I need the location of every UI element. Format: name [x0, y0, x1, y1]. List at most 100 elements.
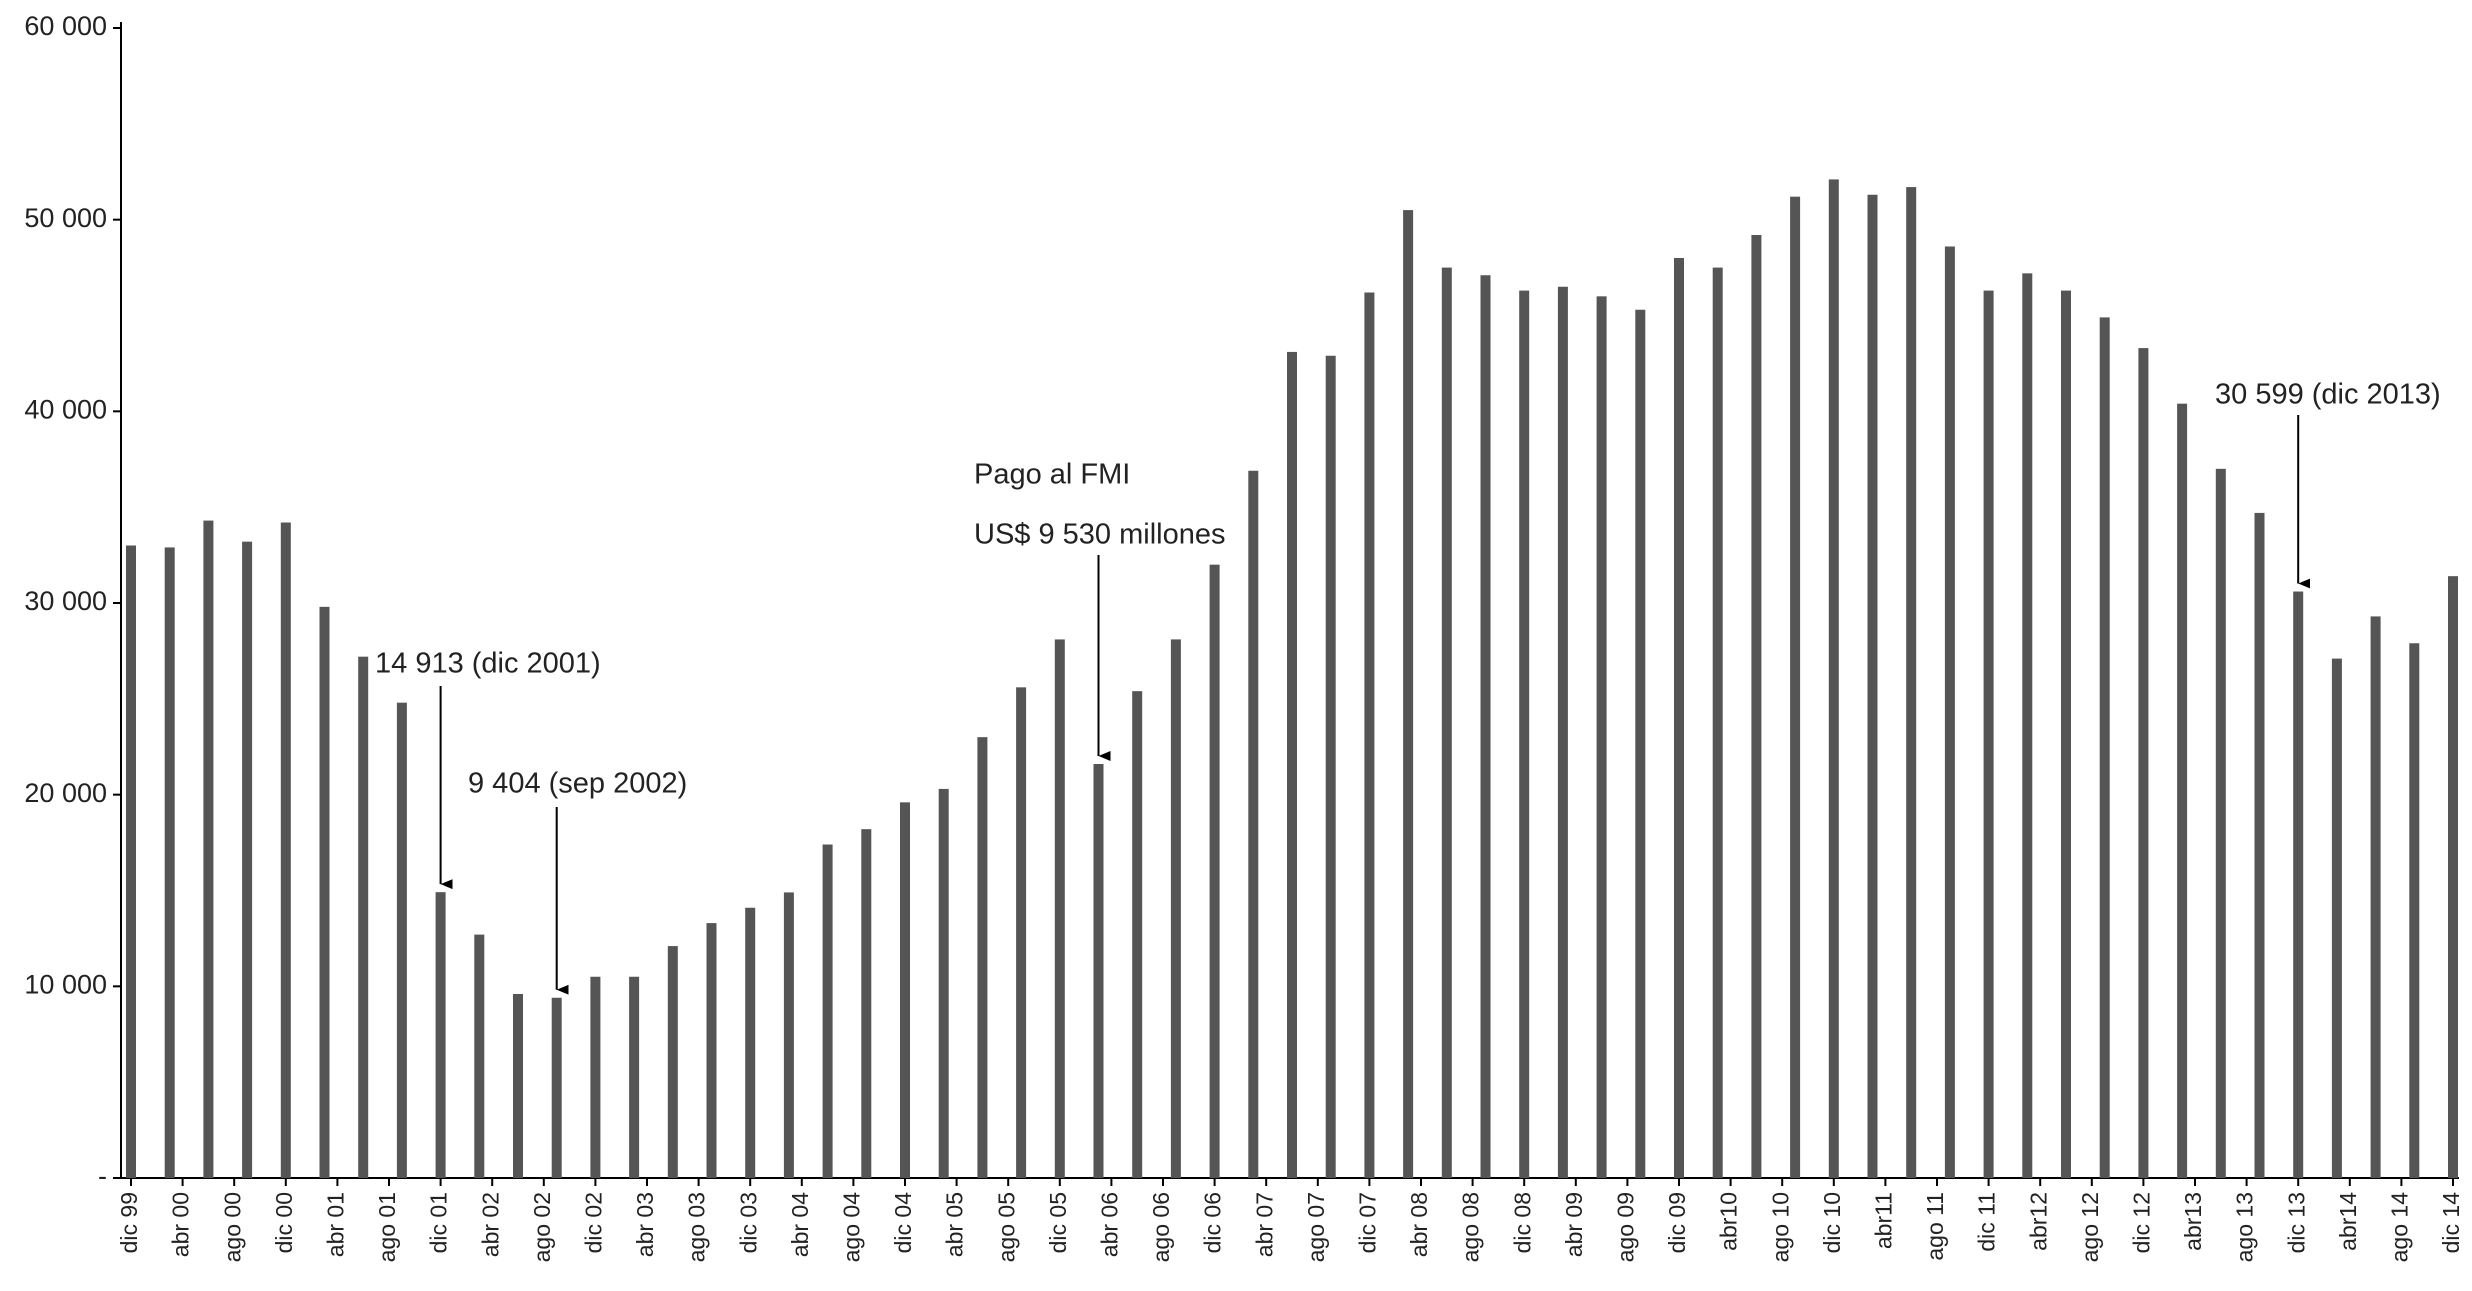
x-tick-label: dic 06 [1200, 1192, 1226, 1253]
bar [1403, 210, 1414, 1179]
x-tick-label: ago 00 [219, 1192, 245, 1262]
x-tick-label: dic 03 [735, 1192, 761, 1253]
x-tick-label: abr12 [2025, 1192, 2051, 1251]
x-tick-label: ago 06 [1148, 1192, 1174, 1262]
x-tick-label: ago 09 [1612, 1192, 1638, 1262]
x-tick-label: abr 03 [632, 1192, 658, 1257]
bar [2099, 317, 2110, 1179]
bar [2409, 643, 2420, 1178]
x-tick-label: ago 12 [2077, 1192, 2103, 1262]
x-tick-label: abr14 [2335, 1192, 2361, 1251]
bar [1790, 196, 1801, 1178]
annotation: 14 913 (dic 2001) [375, 648, 601, 680]
bar [319, 606, 330, 1178]
x-tick-label: ago 10 [1767, 1192, 1793, 1262]
bar [706, 923, 717, 1178]
y-tick-label: 40 000 [24, 394, 107, 424]
bar [435, 892, 446, 1178]
bar [203, 520, 214, 1178]
bar [2370, 616, 2381, 1178]
x-tick-label: dic 13 [2283, 1192, 2309, 1253]
x-tick-label: abr13 [2180, 1192, 2206, 1251]
bar [2177, 403, 2188, 1179]
y-tick-label: 30 000 [24, 586, 107, 616]
bar [2138, 348, 2149, 1178]
x-tick-label: ago 11 [1922, 1192, 1948, 1261]
bar [822, 844, 833, 1178]
bar [1944, 246, 1955, 1178]
bar [474, 934, 485, 1178]
bar [667, 946, 678, 1178]
x-tick-label: ago 02 [529, 1192, 555, 1262]
bar [1325, 355, 1336, 1178]
bar [551, 997, 562, 1178]
x-tick-label: dic 14 [2438, 1192, 2464, 1254]
bar [938, 788, 949, 1178]
bar [1519, 290, 1530, 1178]
bar [358, 656, 369, 1178]
bar [126, 545, 136, 1178]
x-tick-label: dic 11 [1974, 1192, 2000, 1252]
x-tick-label: abr 01 [322, 1192, 348, 1257]
bar [977, 737, 988, 1178]
x-tick-label: dic 00 [271, 1192, 297, 1253]
annotation: 9 404 (sep 2002) [468, 768, 687, 800]
bar [1674, 258, 1684, 1178]
x-tick-label: ago 01 [374, 1192, 400, 1262]
x-tick-label: abr 00 [168, 1192, 194, 1257]
bar [513, 994, 523, 1178]
bar [1248, 470, 1259, 1178]
bar [1557, 286, 1568, 1178]
x-tick-label: dic 07 [1354, 1192, 1380, 1253]
annotation: 30 599 (dic 2013) [2215, 379, 2441, 411]
x-tick-label: dic 02 [580, 1192, 606, 1253]
bar [1364, 292, 1375, 1178]
bar [396, 702, 407, 1178]
bar [590, 976, 601, 1178]
x-tick-label: abr 05 [942, 1192, 968, 1257]
y-tick-label: 50 000 [24, 203, 107, 233]
x-tick-label: ago 08 [1458, 1192, 1484, 1262]
bar [2061, 290, 2071, 1178]
bar [2215, 468, 2226, 1178]
x-tick-label: dic 05 [1045, 1192, 1071, 1253]
bar [164, 547, 175, 1178]
bar [1596, 296, 1607, 1178]
x-tick-label: abr 07 [1251, 1192, 1277, 1257]
bar [2254, 512, 2265, 1178]
x-tick-label: ago 07 [1303, 1192, 1329, 1262]
bar [629, 976, 640, 1178]
bar [1480, 275, 1491, 1178]
x-tick-label: dic 01 [426, 1192, 452, 1253]
x-tick-label: dic 12 [2128, 1192, 2154, 1253]
bar [1209, 564, 1220, 1178]
x-tick-label: abr10 [1716, 1192, 1742, 1251]
bar [1906, 187, 1917, 1179]
x-tick-label: ago 13 [2232, 1192, 2258, 1262]
bar [745, 907, 756, 1178]
bar [2022, 273, 2033, 1178]
x-tick-label: dic 08 [1509, 1192, 1535, 1253]
y-tick-label: 60 000 [24, 11, 107, 41]
bar [1828, 179, 1839, 1178]
bar [242, 541, 253, 1178]
x-tick-label: abr 08 [1406, 1192, 1432, 1257]
x-tick-label: dic 09 [1664, 1192, 1690, 1253]
annotation: Pago al FMI [974, 459, 1130, 491]
bar [2448, 576, 2458, 1178]
x-tick-label: ago 03 [684, 1192, 710, 1262]
y-tick-label: 20 000 [24, 778, 107, 808]
bar [2293, 591, 2304, 1178]
x-tick-label: ago 04 [838, 1192, 864, 1263]
bar [1867, 194, 1878, 1178]
bar [280, 522, 291, 1178]
bar [783, 892, 794, 1178]
x-tick-label: abr 02 [477, 1192, 503, 1257]
x-tick-label: ago 05 [993, 1192, 1019, 1262]
y-tick-label: 10 000 [24, 969, 107, 999]
bar [1751, 235, 1762, 1178]
x-tick-label: dic 04 [890, 1192, 916, 1254]
x-tick-label: abr 09 [1561, 1192, 1587, 1257]
y-tick-label: - [98, 1161, 107, 1191]
bar [1712, 267, 1723, 1178]
